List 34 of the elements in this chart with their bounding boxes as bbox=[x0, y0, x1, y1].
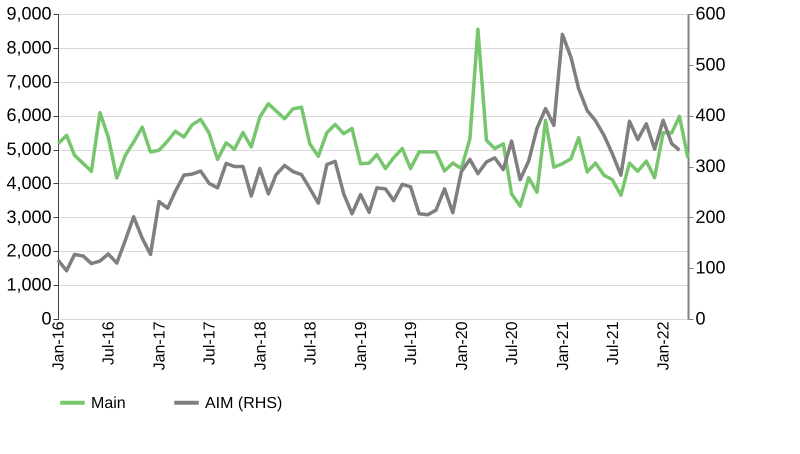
y-tick-label: 2,000 bbox=[6, 240, 52, 261]
y-tick-label: 8,000 bbox=[6, 37, 52, 58]
x-tick-label: Jul-19 bbox=[403, 321, 420, 366]
y2-tick-label: 100 bbox=[696, 258, 726, 278]
x-tick-label: Jul-21 bbox=[604, 321, 622, 366]
y-tick-label: 0 bbox=[41, 308, 52, 328]
line-series bbox=[56, 28, 690, 208]
y-tick-label: 1,000 bbox=[6, 274, 52, 295]
y-tick-label: 7,000 bbox=[6, 71, 52, 92]
x-tick-label: Jul-17 bbox=[202, 321, 219, 366]
x-tick-label: Jan-19 bbox=[353, 321, 370, 370]
y2-tick-label: 200 bbox=[696, 206, 726, 227]
y-tick-label: 6,000 bbox=[6, 105, 52, 126]
x-tick-label: Jan-22 bbox=[656, 321, 673, 370]
x-tick-label: Jan-16 bbox=[50, 321, 68, 370]
y-tick-label: 4,000 bbox=[6, 172, 52, 193]
y2-tick-label: 400 bbox=[696, 105, 726, 126]
x-tick-label: Jul-20 bbox=[504, 321, 522, 366]
legend-label: Main bbox=[91, 394, 126, 412]
x-tick-label: Jan-18 bbox=[252, 321, 270, 370]
y-tick-label: 5,000 bbox=[6, 139, 52, 160]
x-tick-label: Jan-17 bbox=[152, 321, 169, 370]
y2-tick-label: 600 bbox=[696, 4, 726, 24]
x-tick-label: Jan-21 bbox=[554, 321, 572, 370]
x-tick-label: Jan-20 bbox=[454, 321, 471, 370]
y2-tick-label: 500 bbox=[696, 54, 726, 74]
y-tick-label: 9,000 bbox=[6, 4, 52, 24]
y2-tick-label: 0 bbox=[696, 308, 706, 328]
y2-tick-label: 300 bbox=[696, 156, 726, 176]
x-tick-label: Jul-18 bbox=[302, 321, 320, 366]
line-series bbox=[56, 32, 682, 272]
y-tick-label: 3,000 bbox=[6, 206, 52, 227]
legend-label: AIM (RHS) bbox=[205, 394, 282, 412]
x-tick-label: Jul-16 bbox=[100, 321, 118, 366]
